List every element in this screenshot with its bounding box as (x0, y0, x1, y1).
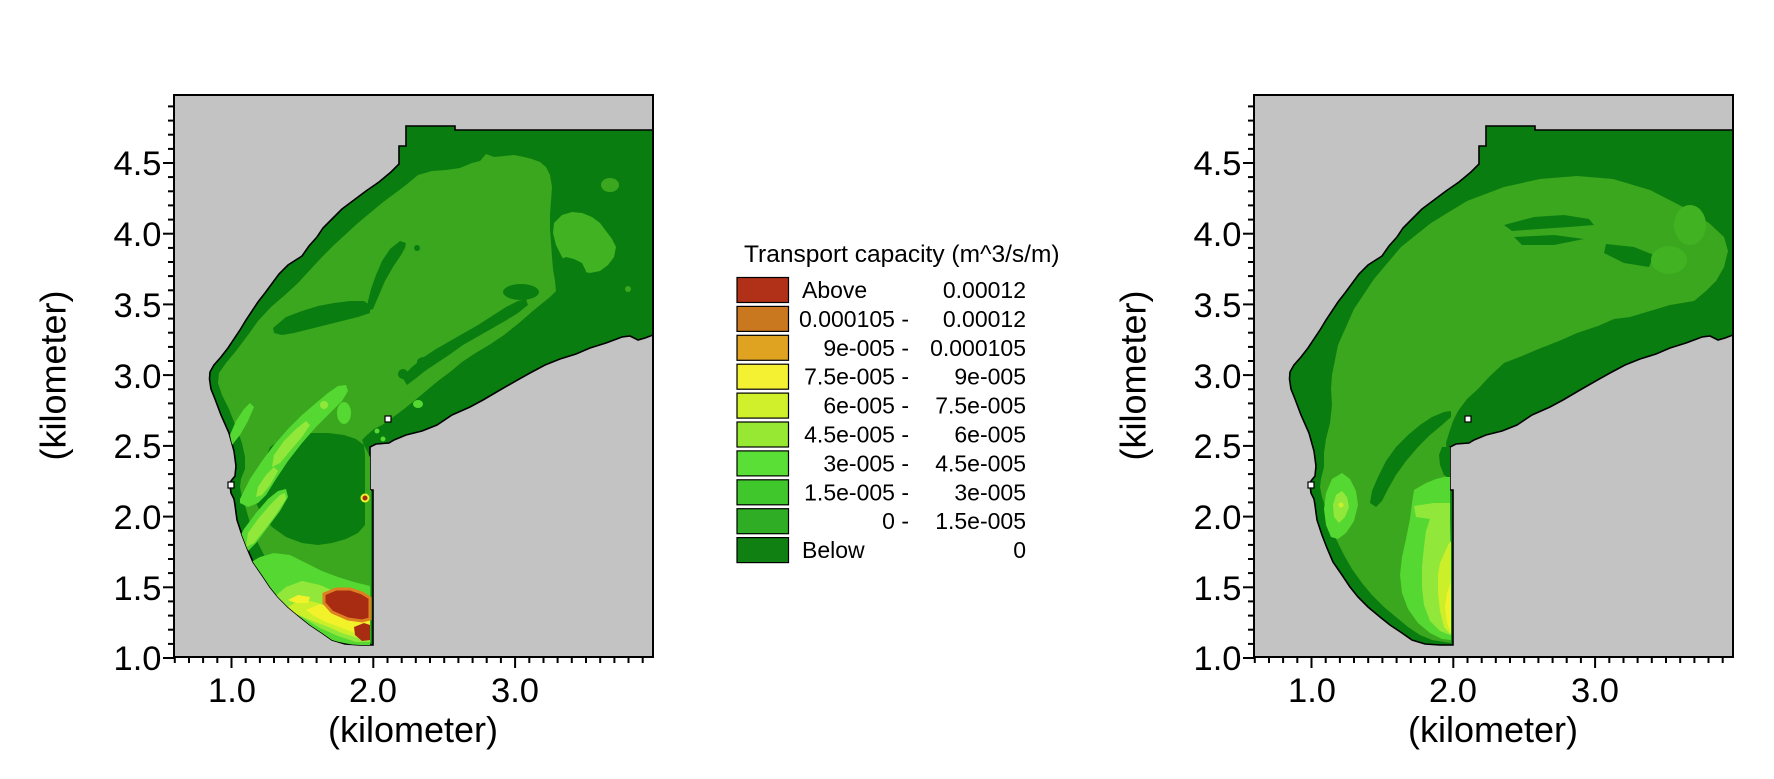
svg-text:4.5: 4.5 (1194, 145, 1242, 183)
svg-text:3.0: 3.0 (491, 672, 539, 710)
svg-text:6e-005 -: 6e-005 - (823, 393, 909, 419)
svg-text:1.0: 1.0 (114, 640, 162, 678)
svg-text:4.5: 4.5 (114, 145, 162, 183)
svg-text:2.0: 2.0 (114, 499, 162, 537)
svg-text:4.0: 4.0 (114, 216, 162, 254)
svg-text:(kilometer): (kilometer) (1113, 290, 1154, 460)
svg-text:0.00012: 0.00012 (943, 277, 1026, 303)
svg-text:3e-005 -: 3e-005 - (823, 450, 909, 476)
svg-text:9e-005: 9e-005 (954, 364, 1026, 390)
svg-text:3e-005: 3e-005 (954, 479, 1026, 505)
svg-text:0.00012: 0.00012 (943, 306, 1026, 332)
svg-text:2.0: 2.0 (1429, 672, 1477, 710)
svg-text:0.000105: 0.000105 (930, 335, 1026, 361)
svg-text:4.0: 4.0 (1194, 216, 1242, 254)
svg-text:7.5e-005: 7.5e-005 (935, 393, 1026, 419)
svg-text:3.5: 3.5 (1194, 287, 1242, 325)
svg-text:(kilometer): (kilometer) (1408, 709, 1578, 750)
svg-text:4.5e-005 -: 4.5e-005 - (804, 422, 909, 448)
svg-text:3.0: 3.0 (1194, 358, 1242, 396)
svg-text:6e-005: 6e-005 (954, 422, 1026, 448)
svg-text:0 -: 0 - (882, 508, 909, 534)
svg-text:1.5: 1.5 (114, 570, 162, 608)
svg-text:1.0: 1.0 (1288, 672, 1336, 710)
svg-text:3.0: 3.0 (114, 358, 162, 396)
svg-text:2.5: 2.5 (114, 428, 162, 466)
svg-text:3.5: 3.5 (114, 287, 162, 325)
svg-text:7.5e-005 -: 7.5e-005 - (804, 364, 909, 390)
svg-text:1.5: 1.5 (1194, 570, 1242, 608)
svg-text:2.0: 2.0 (349, 672, 397, 710)
svg-text:0.000105 -: 0.000105 - (799, 306, 909, 332)
svg-text:Transport capacity (m^3/s/m): Transport capacity (m^3/s/m) (744, 241, 1060, 268)
svg-text:3.0: 3.0 (1571, 672, 1619, 710)
svg-text:2.5: 2.5 (1194, 428, 1242, 466)
svg-text:0: 0 (1013, 537, 1026, 563)
svg-text:1.5e-005 -: 1.5e-005 - (804, 479, 909, 505)
svg-text:1.0: 1.0 (208, 672, 256, 710)
svg-text:Below: Below (802, 537, 865, 563)
svg-text:(kilometer): (kilometer) (328, 709, 498, 750)
svg-text:(kilometer): (kilometer) (33, 290, 74, 460)
svg-text:1.0: 1.0 (1194, 640, 1242, 678)
svg-text:Above: Above (802, 277, 867, 303)
svg-text:2.0: 2.0 (1194, 499, 1242, 537)
svg-text:4.5e-005: 4.5e-005 (935, 450, 1026, 476)
svg-text:9e-005 -: 9e-005 - (823, 335, 909, 361)
svg-text:1.5e-005: 1.5e-005 (935, 508, 1026, 534)
